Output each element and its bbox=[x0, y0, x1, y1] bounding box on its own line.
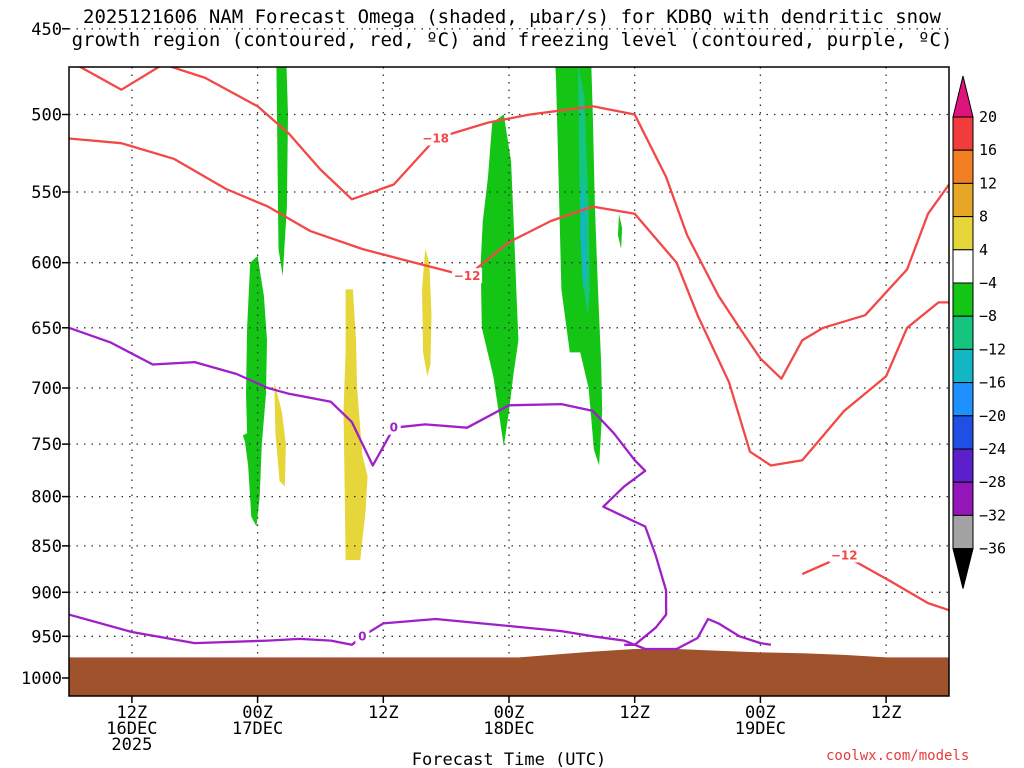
x-tick-label-h78-0: 12Z bbox=[871, 703, 902, 723]
freezing-level-contour-1 bbox=[69, 613, 772, 651]
y-tick-label-p950: 950 bbox=[31, 627, 62, 647]
omega-region-0 bbox=[242, 255, 267, 527]
omega-region-4 bbox=[343, 289, 368, 561]
omega-region-12 bbox=[947, 0, 949, 20]
y-tick-label-p500: 500 bbox=[31, 106, 62, 126]
colorbar-label-10: −24 bbox=[979, 440, 1006, 458]
x-tick-label-h6-1: 16DEC bbox=[106, 719, 157, 739]
dgz-contour-1 bbox=[69, 137, 949, 467]
colorbar-label-9: −20 bbox=[979, 407, 1006, 425]
omega-region-2 bbox=[274, 382, 286, 487]
dgz-contour-label-bg-1 bbox=[452, 268, 483, 284]
colorbar-top-arrow bbox=[952, 75, 974, 118]
colorbar-box-3 bbox=[952, 182, 974, 218]
colorbar: 20 16 12 8 4 −4 −8 −12 −16 −20 −24 −28 −32 −36 bbox=[952, 75, 1006, 589]
omega-region-11 bbox=[618, 213, 623, 249]
colorbar-box-10 bbox=[952, 415, 974, 450]
omega-shading bbox=[242, 0, 949, 561]
colorbar-label-0: 20 bbox=[979, 108, 997, 126]
colorbar-box-7 bbox=[952, 315, 974, 350]
y-tick-label-p600: 600 bbox=[31, 254, 62, 274]
freezing-level-contour-label-0: 0 bbox=[390, 421, 398, 435]
y-tick-label-p650: 650 bbox=[31, 319, 62, 339]
colorbar-box-11 bbox=[952, 448, 974, 483]
x-tick-label-h6-0: 12Z bbox=[117, 703, 148, 723]
omega-region-1 bbox=[276, 67, 288, 277]
colorbar-box-8 bbox=[952, 348, 974, 384]
colorbar-box-12 bbox=[952, 481, 974, 516]
freezing-level-contour-label-bg-1 bbox=[355, 628, 370, 644]
colorbar-box-2 bbox=[952, 149, 974, 184]
y-tick-label-p550: 550 bbox=[31, 183, 62, 203]
colorbar-label-1: 16 bbox=[979, 141, 997, 159]
y-tick-label-p800: 800 bbox=[31, 488, 62, 508]
freezing-level-contour-label-1: 0 bbox=[358, 629, 366, 643]
colorbar-label-3: 8 bbox=[979, 208, 988, 226]
freezing-level-contour-label-bg-0 bbox=[386, 419, 401, 435]
dgz-contour-label-bg-2 bbox=[829, 547, 860, 563]
x-tick-label-h42-1: 18DEC bbox=[483, 719, 534, 739]
chart-title-line1: 2025121606 NAM Forecast Omega (shaded, μ… bbox=[83, 6, 941, 28]
omega-region-9 bbox=[578, 67, 590, 316]
terrain-fill bbox=[69, 649, 949, 696]
colorbar-label-8: −16 bbox=[979, 374, 1006, 392]
omega-region-8 bbox=[555, 67, 603, 466]
colorbar-box-1 bbox=[952, 116, 974, 151]
colorbar-box-6 bbox=[952, 282, 974, 317]
freezing-level-contour-0 bbox=[69, 326, 668, 646]
omega-region-10 bbox=[580, 177, 587, 290]
contour-lines: −18 −12 −12 0 0 bbox=[69, 67, 949, 651]
dgz-contour-label-0: −18 bbox=[422, 132, 449, 146]
colorbar-box-5 bbox=[952, 249, 974, 284]
x-axis-label: Forecast Time (UTC) bbox=[412, 750, 606, 768]
y-tick-label-p700: 700 bbox=[31, 379, 62, 399]
x-tick-label-h66-0: 00Z bbox=[745, 703, 776, 723]
chart-title-line2: growth region (contoured, red, ºC) and f… bbox=[71, 29, 953, 51]
x-tick-label-h6-2: 2025 bbox=[111, 735, 152, 755]
colorbar-box-9 bbox=[952, 382, 974, 417]
y-tick-label-p900: 900 bbox=[31, 583, 62, 603]
dgz-contour-label-2: −12 bbox=[831, 548, 858, 562]
colorbar-bottom-arrow bbox=[952, 548, 974, 589]
colorbar-label-7: −12 bbox=[979, 340, 1006, 358]
colorbar-label-2: 12 bbox=[979, 174, 997, 192]
y-tick-label-p750: 750 bbox=[31, 435, 62, 455]
y-tick-label-p850: 850 bbox=[31, 537, 62, 557]
colorbar-box-13 bbox=[952, 514, 974, 550]
colorbar-label-4: 4 bbox=[979, 241, 988, 259]
y-tick-label-p1000: 1000 bbox=[21, 669, 62, 689]
dgz-contour-label-bg-0 bbox=[420, 130, 451, 146]
x-tick-label-h66-1: 19DEC bbox=[735, 719, 786, 739]
terrain-ridge bbox=[519, 649, 887, 670]
omega-region-7 bbox=[480, 114, 519, 447]
x-tick-label-h30-0: 12Z bbox=[368, 703, 399, 723]
colorbar-box-4 bbox=[952, 216, 974, 251]
axes: 2503003504004505005506006507007508008509… bbox=[21, 20, 950, 755]
colorbar-label-11: −28 bbox=[979, 473, 1006, 491]
colorbar-label-13: −36 bbox=[979, 540, 1006, 558]
credit-text: coolwx.com/models bbox=[826, 748, 970, 764]
colorbar-label-5: −4 bbox=[979, 274, 997, 292]
omega-region-5 bbox=[422, 249, 432, 377]
dgz-contour-2 bbox=[801, 554, 949, 612]
colorbar-label-12: −32 bbox=[979, 506, 1006, 524]
chart-title: 2025121606 NAM Forecast Omega (shaded, μ… bbox=[0, 6, 1024, 52]
x-tick-label-h18-1: 17DEC bbox=[232, 719, 283, 739]
x-tick-label-h54-0: 12Z bbox=[619, 703, 650, 723]
x-tick-label-h42-0: 00Z bbox=[494, 703, 525, 723]
y-tick-label-p450: 450 bbox=[31, 20, 62, 40]
dgz-contour-label-1: −12 bbox=[454, 269, 481, 283]
dgz-contour-0 bbox=[78, 67, 949, 380]
x-tick-label-h18-0: 00Z bbox=[242, 703, 273, 723]
colorbar-label-6: −8 bbox=[979, 307, 997, 325]
